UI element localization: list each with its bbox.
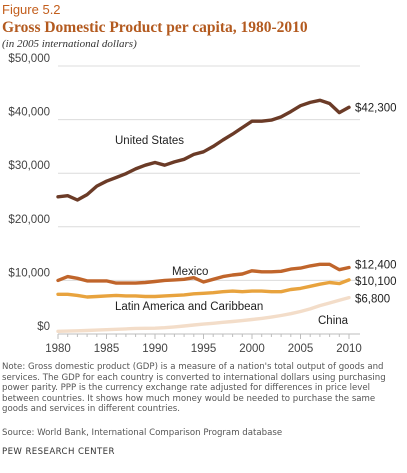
figure-label: Figure 5.2: [2, 2, 61, 17]
x-tick-label-1985: 1985: [94, 343, 120, 355]
x-tick-label-1995: 1995: [191, 343, 217, 355]
x-tick-label-2000: 2000: [239, 343, 265, 355]
y-axis-ticks: $0 $10,000 $20,000 $30,000 $40,000 $50,000: [8, 53, 50, 333]
organization-credit: PEW RESEARCH CENTER: [2, 447, 115, 457]
x-axis-ticks: 1980 1985 1990 1995 2000 2005 2010: [45, 334, 362, 355]
series-line-latin-america-and-caribbean: [56, 278, 351, 299]
x-tick-label-1980: 1980: [45, 343, 71, 355]
end-value-label-latin-america-and-caribbean: $10,100: [355, 276, 397, 288]
series-name-label-mexico: Mexico: [172, 266, 208, 278]
y-tick-label-40000: $40,000: [8, 107, 50, 119]
end-value-label-united-states: $42,300: [355, 102, 397, 114]
footnote: Note: Gross domestic product (GDP) is a …: [2, 362, 386, 415]
series-name-label-china: China: [318, 315, 349, 327]
x-tick-label-2005: 2005: [288, 343, 314, 355]
y-tick-label-30000: $30,000: [8, 160, 50, 172]
y-tick-label-10000: $10,000: [8, 267, 50, 279]
series-lines: [56, 98, 351, 333]
series-labels: $42,300 $12,400 $10,100 $6,800 United States…: [115, 102, 397, 327]
x-tick-label-1990: 1990: [142, 343, 168, 355]
series-name-label-united-states: United States: [115, 135, 184, 147]
series-line-mexico: [56, 262, 351, 285]
y-tick-label-20000: $20,000: [8, 214, 50, 226]
chart-subtitle: (in 2005 international dollars): [2, 38, 137, 50]
y-tick-label-0: $0: [37, 321, 50, 333]
series-line-china: [56, 295, 351, 333]
source-line: Source: World Bank, International Compar…: [2, 428, 283, 438]
y-tick-label-50000: $50,000: [8, 53, 50, 65]
gdp-line-chart: $0 $10,000 $20,000 $30,000 $40,000 $50,000 19…: [8, 53, 397, 355]
chart-title: Gross Domestic Product per capita, 1980-…: [2, 19, 308, 36]
series-name-label-latin-america-and-caribbean: Latin America and Caribbean: [115, 301, 263, 313]
end-value-label-mexico: $12,400: [355, 260, 397, 272]
end-value-label-china: $6,800: [355, 294, 390, 306]
x-tick-label-2010: 2010: [336, 343, 362, 355]
series-line-united-states: [56, 98, 351, 202]
